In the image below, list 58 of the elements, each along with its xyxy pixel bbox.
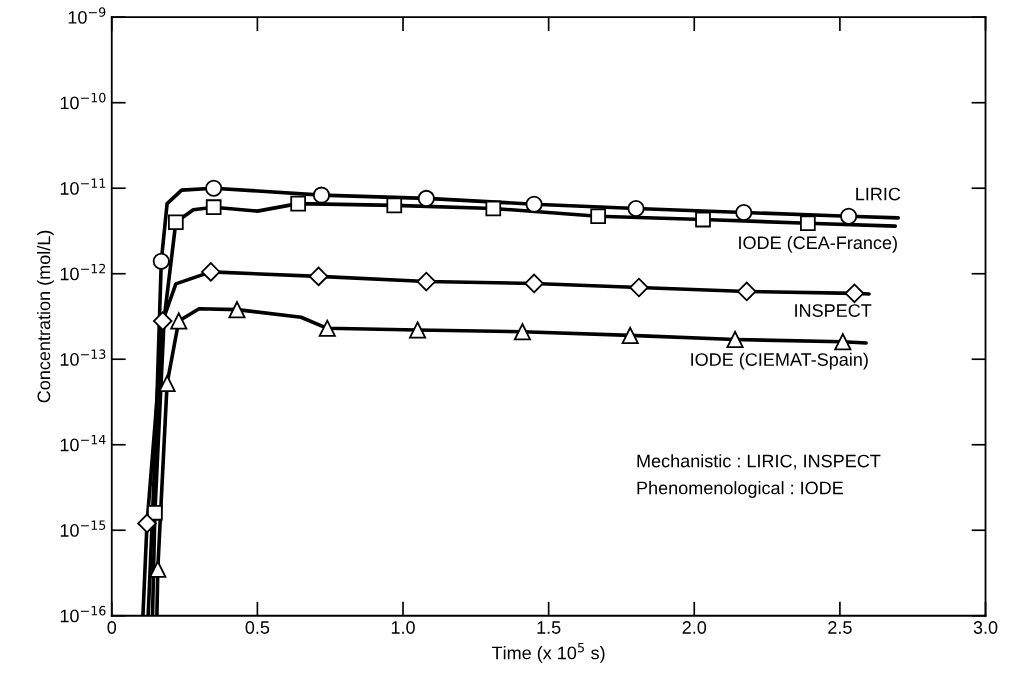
point <box>621 326 639 344</box>
point <box>590 208 607 225</box>
point <box>205 199 222 216</box>
point <box>840 207 858 225</box>
y-tick-label: 10$^{−16}$ <box>60 605 106 623</box>
x-tick-label: 2.0 <box>682 621 707 634</box>
y-tick-label: 10$^{−9}$ <box>68 7 106 24</box>
y-tick-label: 10$^{−12}$ <box>60 263 106 281</box>
point <box>485 200 502 217</box>
point <box>137 513 157 534</box>
series-label: LIRIC <box>856 187 901 201</box>
point <box>152 252 170 270</box>
y-axis-title: Concentration (mol/L) <box>37 230 54 403</box>
point <box>228 301 246 319</box>
point <box>417 189 435 207</box>
x-axis-title: Time (x 10$^{5}$ s) <box>491 643 605 663</box>
point <box>312 186 331 204</box>
x-tick-label: 3.0 <box>973 621 998 634</box>
y-tick-label: 10$^{−11}$ <box>60 178 106 195</box>
annotation: Mechanistic : LIRIC, INSPECT <box>637 454 881 470</box>
point <box>290 195 307 212</box>
point <box>205 179 223 197</box>
point <box>201 262 221 282</box>
y-tick-label: 10$^{−14}$ <box>60 435 106 452</box>
point <box>627 199 645 217</box>
x-tick-label: 1.5 <box>537 621 561 634</box>
point <box>167 214 184 231</box>
point <box>170 312 188 330</box>
point <box>834 333 852 351</box>
y-tick-label: 10$^{−10}$ <box>60 92 106 110</box>
y-tick-label: 10$^{−13}$ <box>60 349 106 366</box>
x-tick-label: 0 <box>107 621 117 634</box>
annotation: Phenomenological : IODE <box>637 481 843 498</box>
point <box>147 504 163 521</box>
series-label: IODE (CEA-France) <box>739 235 897 253</box>
point <box>695 211 711 228</box>
y-tick-label: 10$^{−15}$ <box>60 520 106 537</box>
point <box>149 560 167 578</box>
series-label: INSPECT <box>795 304 872 317</box>
point <box>726 330 744 349</box>
point <box>386 197 403 214</box>
point <box>736 281 757 302</box>
x-tick-label: 0.5 <box>245 621 270 634</box>
point <box>735 203 753 222</box>
point <box>525 195 543 213</box>
x-tick-label: 1.0 <box>391 621 415 634</box>
x-tick-label: 2.5 <box>828 621 852 634</box>
point <box>416 271 437 292</box>
point <box>318 319 336 337</box>
point <box>524 273 544 294</box>
series-label: IODE (CIEMAT-Spain) <box>691 352 868 370</box>
point <box>629 277 649 298</box>
point <box>152 311 173 331</box>
point <box>308 266 329 287</box>
point <box>513 323 531 341</box>
point <box>844 283 865 304</box>
point <box>800 215 816 232</box>
point <box>409 321 427 339</box>
